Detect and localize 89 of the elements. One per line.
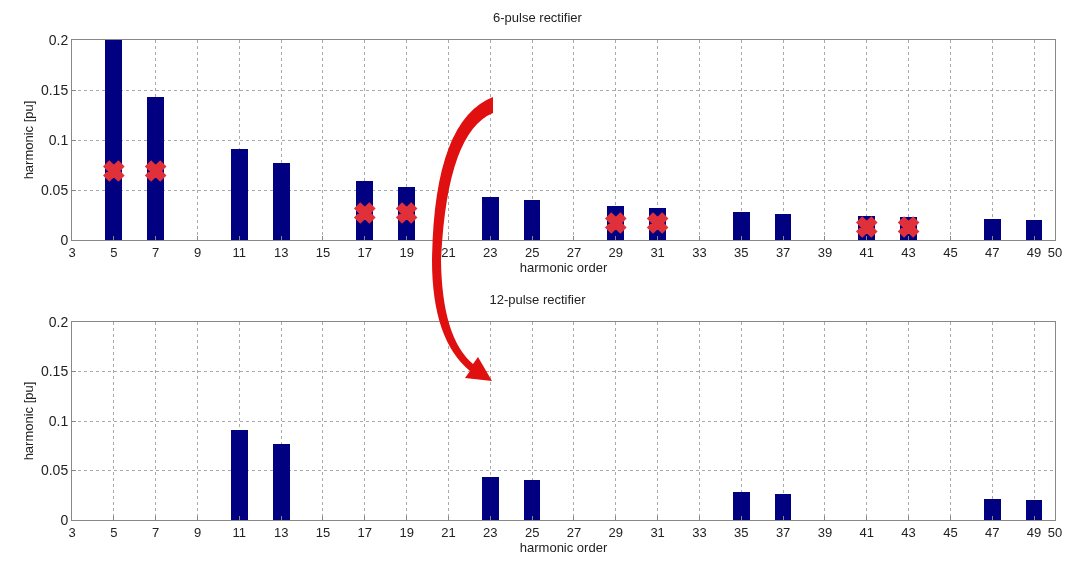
x-tick-label: 19 (399, 524, 414, 540)
x-tick-label: 27 (566, 244, 582, 260)
x-tick-label: 9 (193, 524, 202, 540)
x-tick-label: 23 (483, 244, 498, 260)
x-tick-label: 33 (692, 244, 707, 260)
point (354, 202, 376, 224)
x-tick-label: 23 (483, 524, 498, 540)
x-tick-label: 19 (399, 244, 414, 260)
x-tick-label: 3 (68, 244, 76, 260)
bar (272, 163, 290, 240)
point (396, 202, 417, 224)
point (605, 212, 627, 234)
x-tick-label: 7 (152, 524, 160, 540)
y-tick-label: 0.05 (40, 181, 69, 198)
chart-title: 12-pulse rectifier (489, 291, 587, 307)
bar (732, 212, 750, 240)
bar (481, 197, 499, 240)
bar (523, 480, 541, 520)
x-tick-label: 50 (1047, 524, 1063, 540)
x-tick-label: 45 (943, 524, 958, 540)
y-tick-label: 0 (60, 511, 69, 528)
y-tick-label: 0.15 (40, 363, 69, 380)
x-tick-label: 41 (859, 244, 874, 260)
bar (1025, 500, 1043, 520)
x-tick-label: 15 (315, 524, 331, 540)
y-tick-label: 0.15 (40, 81, 69, 98)
x-tick-label: 25 (524, 524, 540, 540)
x-tick-label: 31 (650, 524, 665, 540)
x-tick-label: 3 (68, 524, 76, 540)
y-tick-label: 0.2 (48, 31, 69, 48)
x-tick-label: 21 (441, 524, 456, 540)
y-tick-label: 0.1 (48, 412, 69, 429)
x-tick-label: 49 (1026, 244, 1042, 260)
x-tick-label: 29 (608, 244, 624, 260)
x-tick-label: 21 (441, 244, 456, 260)
x-tick-label: 27 (566, 524, 582, 540)
bar (230, 429, 248, 520)
x-tick-label: 17 (357, 244, 373, 260)
x-tick-label: 37 (775, 244, 791, 260)
x-tick-label: 15 (315, 244, 331, 260)
x-tick-label: 39 (817, 524, 833, 540)
y-tick-label: 0 (60, 231, 69, 248)
x-tick-label: 43 (901, 244, 916, 260)
bar (774, 214, 792, 240)
x-tick-label: 33 (692, 524, 707, 540)
x-tick-label: 13 (273, 244, 289, 260)
x-tick-label: 35 (734, 244, 749, 260)
x-tick-label: 31 (650, 244, 665, 260)
point (103, 160, 125, 182)
x-tick-label: 35 (734, 524, 749, 540)
x-tick-label: 7 (152, 244, 160, 260)
chart-title: 6-pulse rectifier (493, 9, 583, 25)
y-axis-title: harmonic [pu] (20, 100, 36, 180)
x-tick-label: 47 (985, 244, 1000, 260)
bar (732, 492, 750, 520)
y-tick-label: 0.1 (48, 131, 69, 148)
bar (983, 499, 1001, 520)
x-tick-label: 50 (1047, 244, 1063, 260)
x-tick-label: 49 (1026, 524, 1042, 540)
x-axis-title: harmonic order (519, 539, 608, 555)
bar (105, 40, 123, 240)
y-tick-label: 0.2 (48, 313, 69, 330)
bar (1025, 220, 1043, 240)
y-tick-label: 0.05 (40, 462, 69, 479)
x-tick-label: 5 (110, 244, 118, 260)
x-tick-label: 13 (273, 524, 289, 540)
y-axis-title: harmonic [pu] (20, 381, 36, 461)
x-tick-label: 37 (775, 524, 791, 540)
x-tick-label: 47 (985, 524, 1000, 540)
x-tick-label: 43 (901, 524, 916, 540)
x-tick-label: 11 (232, 524, 247, 540)
x-tick-label: 25 (524, 244, 540, 260)
x-tick-label: 5 (110, 524, 118, 540)
x-tick-label: 45 (943, 244, 958, 260)
x-tick-label: 17 (357, 524, 373, 540)
x-tick-label: 11 (232, 244, 247, 260)
x-tick-label: 9 (193, 244, 202, 260)
x-tick-label: 39 (817, 244, 833, 260)
bar (272, 443, 290, 520)
bar (523, 200, 541, 240)
point (647, 212, 668, 234)
x-axis-title: harmonic order (519, 259, 608, 275)
x-tick-label: 41 (859, 524, 874, 540)
bar (481, 477, 499, 520)
bar (983, 219, 1001, 240)
point (145, 160, 166, 182)
x-tick-label: 29 (608, 524, 624, 540)
bar (774, 494, 792, 520)
bar (230, 149, 248, 240)
